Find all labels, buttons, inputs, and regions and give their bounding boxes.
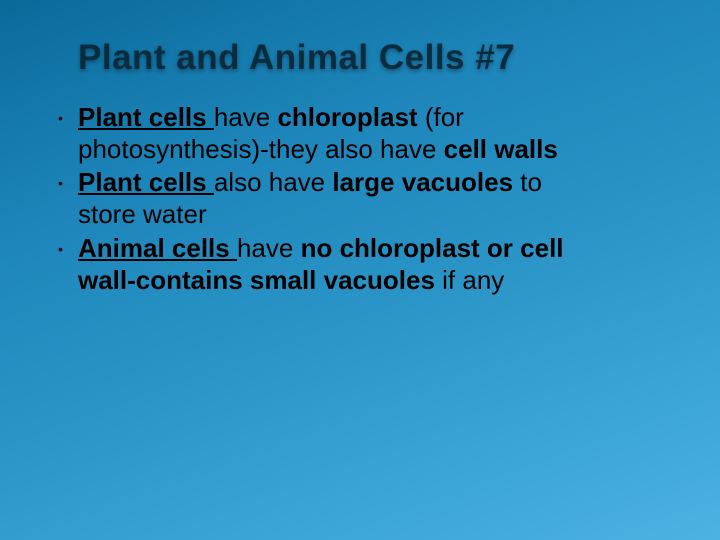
slide: Plant and Animal Cells #7 Plant cells ha… xyxy=(0,0,720,540)
text: also have xyxy=(214,167,333,197)
text: have xyxy=(237,233,301,263)
text-underlined-bold: Plant cells xyxy=(78,167,214,197)
bullet-list: Plant cells have chloroplast (for photos… xyxy=(52,102,592,296)
list-item: Plant cells also have large vacuoles to … xyxy=(52,167,592,230)
text: have xyxy=(214,102,278,132)
text-bold: cell walls xyxy=(444,134,558,164)
text-underlined-bold: Animal cells xyxy=(78,233,237,263)
text-bold: chloroplast xyxy=(277,102,424,132)
list-item: Animal cells have no chloroplast or cell… xyxy=(52,233,592,296)
slide-title: Plant and Animal Cells #7 xyxy=(78,38,672,78)
text-underlined-bold: Plant cells xyxy=(78,102,214,132)
text: if any xyxy=(442,265,504,295)
list-item: Plant cells have chloroplast (for photos… xyxy=(52,102,592,165)
text-bold: large vacuoles xyxy=(332,167,520,197)
